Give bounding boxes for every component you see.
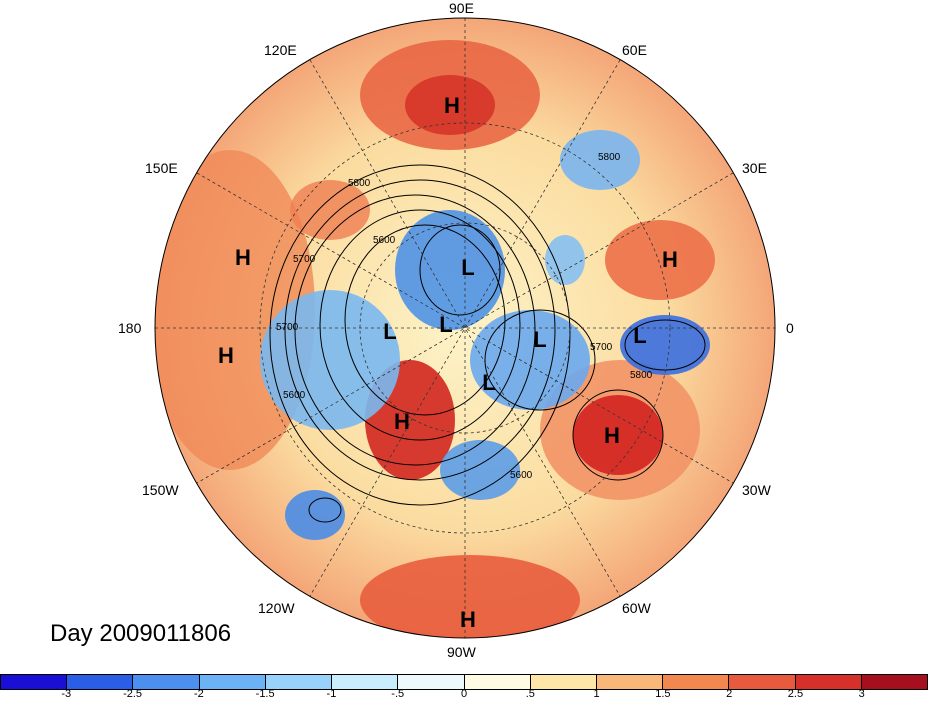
colorbar-tick-label: -2.5 [123,688,143,700]
day-title: Day 2009011806 [50,620,232,647]
high-center-2: H [235,245,251,270]
colorbar-swatch [795,675,862,689]
colorbar-swatch [530,675,597,689]
colorbar-tick-label: 2 [726,688,733,700]
colorbar-tick-label: 3 [858,688,865,700]
colorbar-tick-label: 1 [593,688,600,700]
colorbar-swatch [265,675,333,689]
map-field [155,18,775,638]
colorbar-swatch [861,675,928,689]
colorbar-tick-label: 2.5 [787,688,804,700]
polar-map: 5800 5800 5700 5600 5700 5600 5800 5700 5600 [154,17,776,639]
colorbar-swatch [199,675,266,689]
high-center-4: H [662,247,678,272]
colorbar-tick-label: .5 [525,688,535,700]
contour-label: 5800 [598,152,621,163]
colorbar-swatch [663,675,730,689]
lon-label-30w: 30W [742,482,771,498]
low-center-6: L [633,323,647,348]
contour-label: 5600 [373,235,396,246]
colorbar-tick-label: -3 [61,688,72,700]
high-center-1: H [444,93,460,118]
colorbar-swatch [729,675,796,689]
lon-label-180: 180 [118,320,142,336]
colorbar-swatch [67,675,134,689]
high-center-6: H [604,423,620,448]
lon-label-120e: 120E [264,42,297,58]
contour-label: 5800 [630,370,653,381]
colorbar-tick-label: -1.5 [255,688,275,700]
lon-label-150w: 150W [142,482,179,498]
low-center-2: L [439,312,453,337]
colorbar-tick-label: 0 [460,688,468,700]
colorbar-tick-label: 1.5 [655,688,671,700]
contour-label: 5700 [293,254,316,265]
colorbar-tick-label: -2 [193,688,204,700]
colorbar-swatch [398,675,465,689]
lon-label-30e: 30E [742,160,767,176]
colorbar-swatch [133,675,200,689]
high-center-3: H [218,343,234,368]
lon-label-90e: 90E [449,0,474,16]
contour-label: 5700 [276,322,299,333]
contour-label: 5600 [510,470,533,481]
contour-label: 5800 [348,178,371,189]
low-center-5: L [482,370,496,395]
colorbar-tick-label: -.5 [391,688,405,700]
colorbar-tick-label: -1 [326,688,337,700]
colorbar-swatch [596,675,664,689]
lon-label-0: 0 [786,320,794,336]
lon-label-90w: 90W [447,644,476,660]
low-center-3: L [383,319,397,344]
high-center-5: H [394,409,410,434]
lon-label-120w: 120W [258,600,295,616]
colorbar [0,674,928,690]
high-center-7: H [460,607,476,632]
low-center-4: L [533,327,547,352]
lon-label-150e: 150E [145,160,178,176]
colorbar-swatch [464,675,531,689]
colorbar-swatch [332,675,399,689]
lon-label-60w: 60W [622,600,651,616]
low-center-1: L [461,255,475,280]
colorbar-swatch [1,675,68,689]
lon-label-60e: 60E [622,42,647,58]
contour-label: 5700 [590,342,613,353]
contour-label: 5600 [283,390,306,401]
